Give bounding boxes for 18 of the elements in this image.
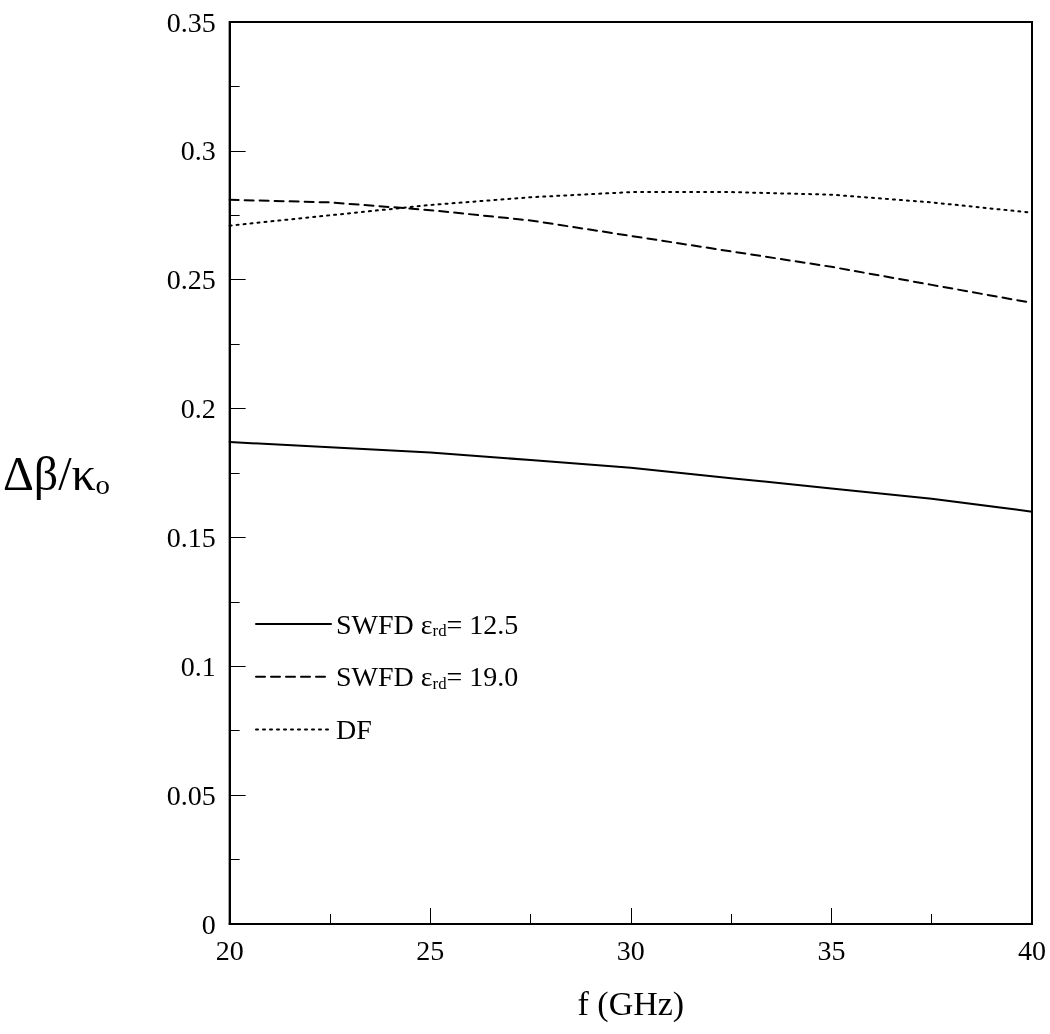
y-tick-label: 0.25 — [166, 264, 216, 296]
y-tick-label: 0.35 — [166, 6, 216, 38]
y-axis-title: Δβ/κₒ — [3, 446, 110, 500]
y-tick-label: 0.15 — [166, 521, 216, 553]
x-axis-title: f (GHz) — [577, 984, 685, 1023]
y-tick-label: 0 — [201, 908, 216, 940]
y-tick-label: 0.2 — [180, 393, 216, 425]
y-tick-label: 0.1 — [180, 650, 216, 682]
x-tick-label: 40 — [1018, 934, 1046, 966]
legend-label: DF — [336, 714, 372, 746]
y-tick-label: 0.3 — [180, 135, 216, 167]
legend-label: SWFD εrd= 12.5 — [336, 608, 519, 640]
y-tick-label: 0.05 — [166, 779, 216, 811]
x-tick-label: 20 — [215, 934, 244, 966]
x-tick-label: 30 — [616, 934, 645, 966]
x-tick-label: 35 — [817, 934, 846, 966]
x-tick-label: 25 — [416, 934, 445, 966]
legend-label: SWFD εrd= 19.0 — [336, 661, 519, 693]
